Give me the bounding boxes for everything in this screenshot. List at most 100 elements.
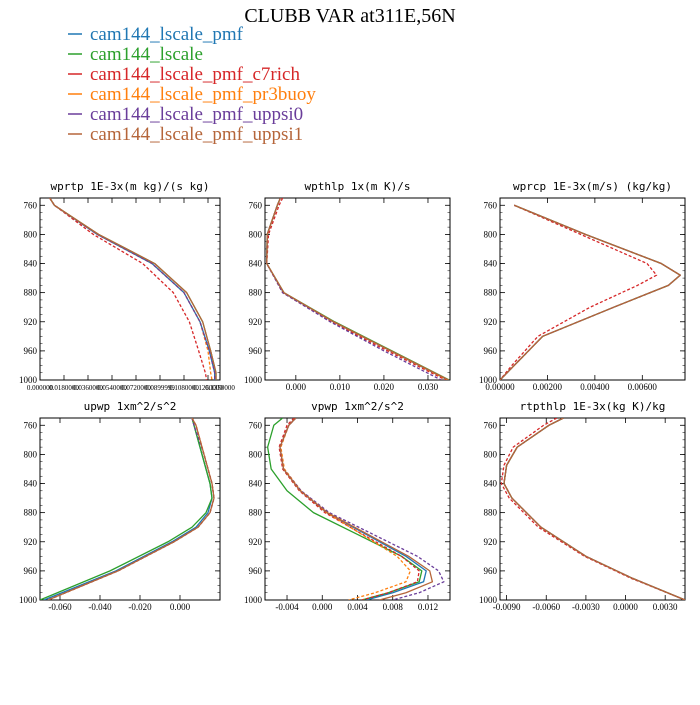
y-tick-label: 840 xyxy=(484,479,498,489)
x-tick-label: 0.0899999 xyxy=(145,384,175,392)
x-tick-label: 0.0000 xyxy=(613,602,638,612)
legend: cam144_lscale_pmfcam144_lscalecam144_lsc… xyxy=(68,24,316,145)
chart-panel: rtpthlp 1E-3x(kg K)/kg 760 800 840 880 920 960… xyxy=(479,400,686,612)
series-line-cam144_lscale_pmf_uppsi1 xyxy=(266,198,449,380)
series-group xyxy=(49,198,217,380)
x-tick-label: 0.004 xyxy=(347,602,368,612)
series-line-cam144_lscale_pmf_uppsi1 xyxy=(49,198,217,380)
panel-title: wprtp 1E-3x(m kg)/(s kg) xyxy=(51,180,210,193)
y-tick-label: 960 xyxy=(249,566,263,576)
y-tick-label: 760 xyxy=(484,200,498,210)
y-tick-label: 840 xyxy=(249,479,263,489)
x-tick-label: 0.1080000 xyxy=(169,384,199,392)
x-tick-label: 0.000000 xyxy=(27,384,54,392)
y-tick-label: 960 xyxy=(484,566,498,576)
y-tick-label: 880 xyxy=(24,288,38,298)
y-tick-label: 880 xyxy=(249,508,263,518)
y-tick-label: 920 xyxy=(249,317,263,327)
plot-frame xyxy=(499,197,686,381)
panel-title: upwp 1xm^2/s^2 xyxy=(84,400,177,413)
y-tick-label: 760 xyxy=(249,200,263,210)
y-tick-label: 920 xyxy=(24,317,38,327)
x-tick-label: 0.0360000 xyxy=(73,384,103,392)
x-tick-label: 0.0720000 xyxy=(121,384,151,392)
x-tick-label: 0.00200 xyxy=(533,382,563,392)
x-tick-label: 0.00400 xyxy=(580,382,610,392)
y-tick-label: 960 xyxy=(249,346,263,356)
y-tick-label: 960 xyxy=(24,566,38,576)
y-tick-label: 800 xyxy=(484,449,498,459)
series-line-cam144_lscale_pmf_uppsi1 xyxy=(503,418,685,600)
y-tick-label: 920 xyxy=(484,537,498,547)
y-tick-label: 1000 xyxy=(244,595,263,605)
x-tick-label: -0.060 xyxy=(48,602,72,612)
series-group xyxy=(500,418,685,600)
legend-entry: cam144_lscale_pmf_c7rich xyxy=(90,64,300,85)
y-tick-label: 840 xyxy=(24,259,38,269)
x-tick-label: 0.0030 xyxy=(653,602,678,612)
y-tick-label: 960 xyxy=(24,346,38,356)
legend-entry: cam144_lscale_pmf_pr3buoy xyxy=(90,84,316,105)
y-tick-label: 1000 xyxy=(479,595,498,605)
panel-title: wprcp 1E-3x(m/s) (kg/kg) xyxy=(513,180,672,193)
chart-panel: wprcp 1E-3x(m/s) (kg/kg) 760 800 840 880 920 9… xyxy=(479,180,686,392)
x-tick-label: 0.000 xyxy=(170,602,191,612)
y-tick-label: 880 xyxy=(249,288,263,298)
plot-frame xyxy=(39,197,221,381)
y-tick-label: 880 xyxy=(484,508,498,518)
legend-entry: cam144_lscale xyxy=(90,44,203,65)
x-tick-label: 0.012 xyxy=(418,602,438,612)
y-tick-label: 920 xyxy=(249,537,263,547)
x-tick-label: -0.0030 xyxy=(572,602,600,612)
y-tick-label: 760 xyxy=(24,420,38,430)
legend-entry: cam144_lscale_pmf_uppsi1 xyxy=(90,124,303,145)
y-tick-label: 840 xyxy=(249,259,263,269)
series-line-cam144_lscale_pmf_uppsi1 xyxy=(279,418,434,600)
y-tick-label: 800 xyxy=(24,449,38,459)
y-tick-label: 840 xyxy=(484,259,498,269)
y-tick-label: 800 xyxy=(24,229,38,239)
y-tick-label: 800 xyxy=(249,229,263,239)
x-tick-label: 0.000 xyxy=(286,382,307,392)
y-tick-label: 920 xyxy=(24,537,38,547)
x-tick-label: 0.030 xyxy=(418,382,439,392)
panel-title: rtpthlp 1E-3x(kg K)/kg xyxy=(520,400,666,413)
y-tick-label: 800 xyxy=(484,229,498,239)
x-tick-label: 0.008 xyxy=(383,602,404,612)
y-tick-label: 760 xyxy=(484,420,498,430)
series-line-cam144_lscale_pmf_uppsi0 xyxy=(266,198,442,380)
x-tick-label: -0.040 xyxy=(88,602,112,612)
series-line-cam144_lscale xyxy=(40,418,213,600)
y-tick-label: 880 xyxy=(484,288,498,298)
series-line-cam144_lscale_pmf_uppsi0 xyxy=(279,418,445,600)
series-line-cam144_lscale_pmf_c7rich xyxy=(49,198,208,380)
x-tick-label: 0.00600 xyxy=(628,382,658,392)
x-tick-label: 0.0180000 xyxy=(49,384,79,392)
figure-title: CLUBB VAR at311E,56N xyxy=(244,5,455,27)
y-tick-label: 1000 xyxy=(479,375,498,385)
chart-panel: wpthlp 1x(m K)/s 760 800 840 880 920 960 1000 0.… xyxy=(244,180,451,392)
series-line-cam144_lscale_pmf_uppsi1 xyxy=(47,418,215,600)
x-tick-label: -0.020 xyxy=(128,602,152,612)
y-tick-label: 760 xyxy=(249,420,263,430)
chart-panel: upwp 1xm^2/s^2 760 800 840 880 920 960 1000 -0.0… xyxy=(19,400,221,612)
y-tick-label: 840 xyxy=(24,479,38,489)
plot-frame xyxy=(499,417,686,601)
x-tick-label: 0.000 xyxy=(312,602,333,612)
x-tick-label: -0.0090 xyxy=(493,602,521,612)
chart-panel: wprtp 1E-3x(m kg)/(s kg) 760 800 840 880 920 9… xyxy=(19,180,235,392)
plot-frame xyxy=(264,197,451,381)
y-tick-label: 1000 xyxy=(19,595,38,605)
series-group xyxy=(266,198,450,380)
chart-panel: vpwp 1xm^2/s^2 760 800 840 880 920 960 1000 -0.0… xyxy=(244,400,451,612)
x-tick-label: 0.1350000 xyxy=(205,384,235,392)
x-tick-label: -0.004 xyxy=(275,602,299,612)
x-tick-label: -0.0060 xyxy=(532,602,560,612)
plot-frame xyxy=(39,417,221,601)
x-tick-label: 0.00000 xyxy=(485,382,515,392)
y-tick-label: 960 xyxy=(484,346,498,356)
legend-entry: cam144_lscale_pmf xyxy=(90,24,244,45)
